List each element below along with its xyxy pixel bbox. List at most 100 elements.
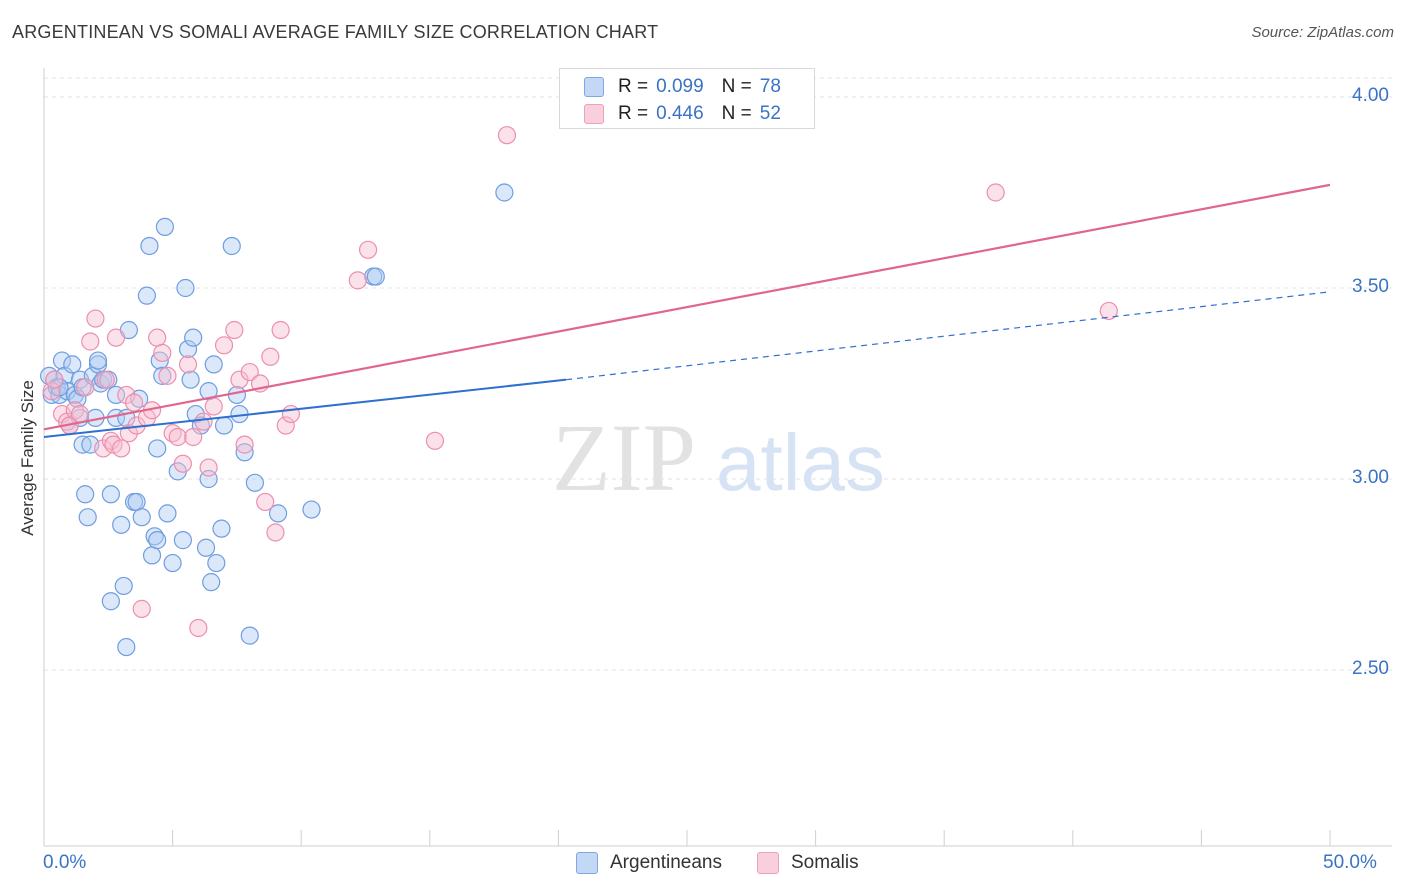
argentinean-point (214, 416, 234, 435)
argentinean-point (366, 267, 385, 286)
somali-point (117, 385, 136, 405)
somali-point (184, 427, 203, 447)
somali-point (261, 347, 280, 366)
blue-swatch (584, 77, 604, 97)
somali-point (1099, 301, 1118, 321)
argentinean-point (52, 351, 72, 370)
somali-point (204, 397, 223, 416)
somali-point (358, 240, 378, 259)
argentinean-point (132, 508, 151, 527)
somali-point (230, 370, 249, 389)
somali-point (271, 320, 290, 340)
somali-point (425, 431, 445, 450)
argentinean-point (114, 576, 133, 596)
argentinean-point (112, 515, 131, 534)
n-label: N = (721, 103, 752, 124)
argentinean-point (302, 500, 321, 519)
argentinean-point (173, 531, 192, 550)
argentinean-point (73, 435, 92, 454)
somali-point (148, 328, 167, 347)
argentinean-point (142, 546, 162, 565)
somali-point (281, 404, 301, 424)
somali-point (240, 362, 259, 382)
n-label: N = (721, 76, 752, 97)
argentinean-point (186, 404, 205, 424)
y-tick-label: 3.50 (1352, 276, 1389, 297)
somali-point (124, 393, 144, 412)
somali-point (158, 366, 177, 385)
argentinean-trend-line (43, 378, 567, 438)
somali-point (106, 328, 126, 347)
argentinean-point (155, 217, 174, 236)
x-max-label: 50.0% (1323, 852, 1377, 873)
somali-point (986, 183, 1005, 202)
legend-row-somalis: R = 0.446 N = 52 (584, 102, 781, 126)
somali-point (168, 427, 187, 447)
data-points (40, 126, 1118, 657)
y-tick-label: 4.00 (1352, 85, 1389, 106)
somali-point (132, 599, 151, 618)
y-axis-label: Average Family Size (18, 380, 37, 536)
legend-label: Argentineans (610, 852, 722, 873)
argentinean-point (127, 492, 146, 512)
argentinean-point (158, 504, 177, 523)
argentinean-point (184, 328, 203, 347)
somali-point (225, 320, 244, 340)
watermark-atlas: atlas (716, 418, 885, 507)
argentinean-point (88, 351, 108, 370)
somali-point (45, 370, 64, 389)
somali-point (348, 271, 367, 290)
somali-point (256, 492, 275, 512)
correlation-legend: R = 0.099 N = 78 R = 0.446 N = 52 (559, 68, 815, 129)
n-value: 52 (759, 103, 781, 124)
somali-point (235, 435, 254, 454)
argentinean-point (222, 236, 241, 256)
somali-trend-line (43, 183, 1331, 431)
somali-point (96, 370, 115, 389)
somali-point (189, 618, 208, 638)
watermark: ZIP atlas (552, 404, 885, 511)
legend-row-argentineans: R = 0.099 N = 78 (584, 75, 781, 99)
argentinean-point (202, 573, 221, 592)
somali-point (94, 439, 113, 458)
argentinean-point (78, 508, 97, 527)
legend-item-somalis[interactable]: Somalis (757, 852, 859, 874)
argentinean-point (63, 355, 82, 374)
argentinean-point (76, 485, 95, 504)
source-note: Source: ZipAtlas.com (1251, 24, 1394, 41)
argentinean-point (207, 553, 226, 573)
argentinean-point (101, 485, 120, 504)
somali-point (266, 523, 285, 542)
x-min-label: 0.0% (43, 852, 87, 873)
legend-label: Somalis (791, 852, 859, 873)
somali-point (86, 309, 105, 328)
argentinean-point (178, 340, 198, 359)
argentinean-point (106, 385, 126, 405)
argentinean-point (176, 278, 195, 298)
argentinean-point (196, 538, 216, 557)
argentinean-point (101, 592, 120, 611)
legend-item-argentineans[interactable]: Argentineans (576, 852, 722, 874)
argentinean-point (240, 626, 259, 645)
argentinean-point (495, 183, 514, 202)
argentinean-point (117, 637, 136, 657)
chart-title: ARGENTINEAN VS SOMALI AVERAGE FAMILY SIZ… (12, 22, 659, 42)
argentinean-point (235, 443, 254, 462)
somali-point (194, 412, 213, 431)
argentinean-point (137, 286, 156, 305)
somali-point (173, 454, 192, 473)
somali-point (112, 439, 131, 458)
argentinean-point (227, 385, 246, 405)
somali-point (214, 336, 234, 355)
somali-point (199, 458, 218, 477)
y-tick-label: 2.50 (1352, 658, 1389, 679)
argentinean-point (153, 366, 172, 385)
somali-point (42, 382, 61, 401)
r-label: R = (618, 76, 649, 97)
somali-point (70, 404, 90, 424)
argentinean-point (181, 370, 200, 389)
series-legend: Argentineans Somalis (0, 852, 1406, 876)
y-tick-label: 3.00 (1352, 467, 1389, 488)
argentinean-point (148, 439, 167, 458)
